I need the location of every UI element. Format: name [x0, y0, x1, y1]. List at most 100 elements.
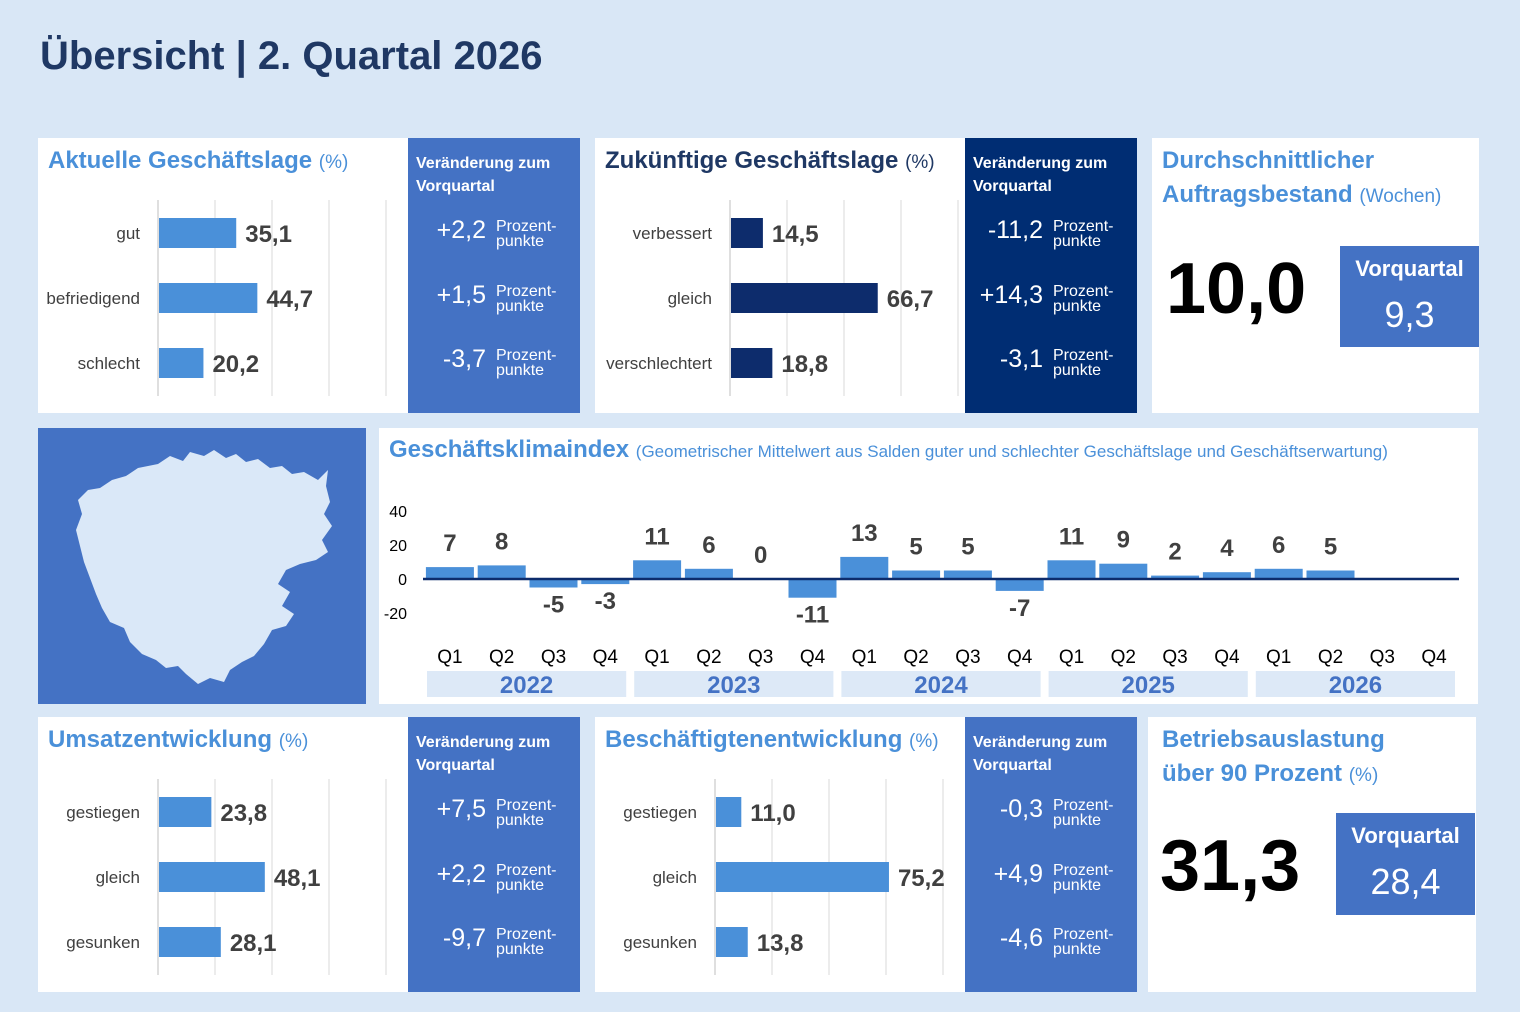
change-unit: Prozent-punkte — [1053, 862, 1114, 894]
change-value: +2,2 — [436, 216, 486, 244]
bar — [1151, 575, 1200, 579]
quarter-label: Q1 — [437, 647, 462, 668]
quarter-label: Q4 — [1421, 647, 1447, 668]
category-label: befriedigend — [46, 289, 140, 308]
panel-title-line2: Auftragsbestand — [1162, 181, 1353, 208]
bar — [159, 927, 221, 957]
bar — [731, 283, 878, 313]
year-label: 2024 — [914, 672, 968, 699]
category-label: schlecht — [78, 354, 141, 373]
data-label: 6 — [1272, 532, 1285, 559]
panel-title: Umsatzentwicklung (%) — [48, 723, 308, 759]
bar — [159, 862, 265, 892]
panel-title-text: Geschäftsklimaindex — [389, 436, 630, 463]
change-box: Veränderung zum Vorquartal +7,5 Prozent-pu… — [408, 717, 580, 992]
change-unit: Prozent-punkte — [1053, 347, 1114, 379]
bar — [477, 565, 526, 579]
panel-title-unit: (%) — [1348, 765, 1379, 786]
panel-title-line1: Betriebsauslastung — [1162, 726, 1385, 753]
panel-title: Geschäftsklimaindex (Geometrischer Mitte… — [389, 436, 1388, 464]
panel-title-text: Zukünftige Geschäftslage — [605, 147, 899, 174]
data-label: 28,1 — [230, 930, 277, 957]
bar-chart: gut 35,1 befriedigend 44,7 schlecht 20,2 — [46, 200, 387, 396]
bar — [840, 556, 889, 579]
data-label: 11 — [1059, 523, 1084, 550]
data-label: 20,2 — [212, 351, 259, 378]
quarter-label: Q4 — [593, 647, 619, 668]
quarter-label: Q4 — [1007, 647, 1033, 668]
y-tick-label: 0 — [398, 572, 407, 589]
data-label: 11 — [644, 523, 669, 550]
panel-title-text: Umsatzentwicklung — [48, 726, 273, 753]
year-label: 2022 — [500, 672, 553, 699]
quarter-label: Q3 — [1162, 647, 1187, 668]
data-label: 13,8 — [757, 930, 804, 957]
data-label: 9 — [1117, 527, 1130, 554]
data-label: 0 — [754, 542, 767, 569]
change-unit: Prozent-punkte — [496, 283, 557, 315]
quarter-label: Q1 — [852, 647, 877, 668]
panel-umsatzentwicklung: Umsatzentwicklung (%) gestiegen 23,8 gleic… — [38, 717, 408, 992]
quarter-label: Q1 — [644, 647, 669, 668]
bar — [529, 579, 578, 588]
panel-title-unit: (%) — [909, 731, 939, 752]
panel-title-line1: Durchschnittlicher — [1162, 147, 1375, 174]
data-label: 2 — [1168, 539, 1181, 566]
page-title: Übersicht | 2. Quartal 2026 — [40, 34, 543, 78]
quarter-label: Q3 — [541, 647, 566, 668]
year-label: 2025 — [1122, 672, 1175, 699]
quarter-label: Q2 — [1111, 647, 1136, 668]
vorquartal-value: 9,3 — [1384, 294, 1435, 335]
change-header: Veränderung zum Vorquartal — [416, 734, 551, 774]
bar — [1306, 570, 1355, 579]
bar — [581, 579, 630, 585]
bar — [716, 927, 748, 957]
data-label: 5 — [1324, 534, 1337, 561]
change-value: +7,5 — [436, 795, 486, 823]
vorquartal-label: Vorquartal — [1355, 256, 1464, 281]
data-label: 11,0 — [750, 800, 795, 827]
category-label: gestiegen — [66, 803, 140, 822]
data-label: -3 — [595, 588, 616, 615]
bar — [159, 218, 237, 248]
quarter-label: Q2 — [1318, 647, 1343, 668]
year-band — [841, 671, 1041, 697]
change-unit: Prozent-punkte — [496, 862, 557, 894]
quarter-label: Q3 — [1370, 647, 1395, 668]
quarter-label: Q2 — [696, 647, 721, 668]
bar — [716, 862, 889, 892]
panel-title-text: Beschäftigtenentwicklung — [605, 726, 903, 753]
panel-title-text: Aktuelle Geschäftslage — [48, 147, 313, 174]
quarter-label: Q4 — [800, 647, 826, 668]
panel-title-unit: (%) — [318, 152, 349, 173]
change-box: Veränderung zum Vorquartal +2,2 Prozent-pu… — [408, 138, 580, 413]
bar-chart: gestiegen 23,8 gleich 48,1 gesunken 28,1 — [66, 779, 387, 975]
change-header: Veränderung zum Vorquartal — [416, 155, 551, 195]
change-unit: Prozent-punkte — [1053, 797, 1114, 829]
data-label: 5 — [961, 534, 974, 561]
category-label: gesunken — [66, 933, 140, 952]
panel-title: Beschäftigtenentwicklung (%) — [605, 723, 939, 759]
panel-title: Zukünftige Geschäftslage (%) — [605, 144, 935, 180]
year-band — [1255, 671, 1455, 697]
panel-aktuelle-geschaeftslage: Aktuelle Geschäftslage (%) gut 35,1 befrie… — [38, 138, 408, 413]
year-band — [427, 671, 627, 697]
category-label: gestiegen — [623, 803, 697, 822]
year-band — [634, 671, 834, 697]
panel-subtitle: (Geometrischer Mittelwert aus Salden gut… — [635, 442, 1388, 461]
year-label: 2026 — [1329, 672, 1382, 699]
data-label: 14,5 — [772, 221, 819, 248]
quarter-label: Q2 — [489, 647, 514, 668]
data-label: 6 — [702, 532, 715, 559]
bar — [731, 218, 763, 248]
vorquartal-label: Vorquartal — [1351, 823, 1460, 848]
change-box: Veränderung zum Vorquartal -11,2 Prozent-p… — [965, 138, 1137, 413]
quarter-label: Q2 — [903, 647, 928, 668]
bar — [788, 579, 837, 598]
change-unit: Prozent-punkte — [1053, 218, 1114, 250]
change-value: -0,3 — [999, 795, 1043, 823]
category-label: gleich — [96, 868, 140, 887]
change-unit: Prozent-punkte — [496, 926, 557, 958]
quarter-label: Q4 — [1214, 647, 1240, 668]
panel-beschaeftigtenentwicklung: Beschäftigtenentwicklung (%) gestiegen 11… — [595, 717, 965, 992]
